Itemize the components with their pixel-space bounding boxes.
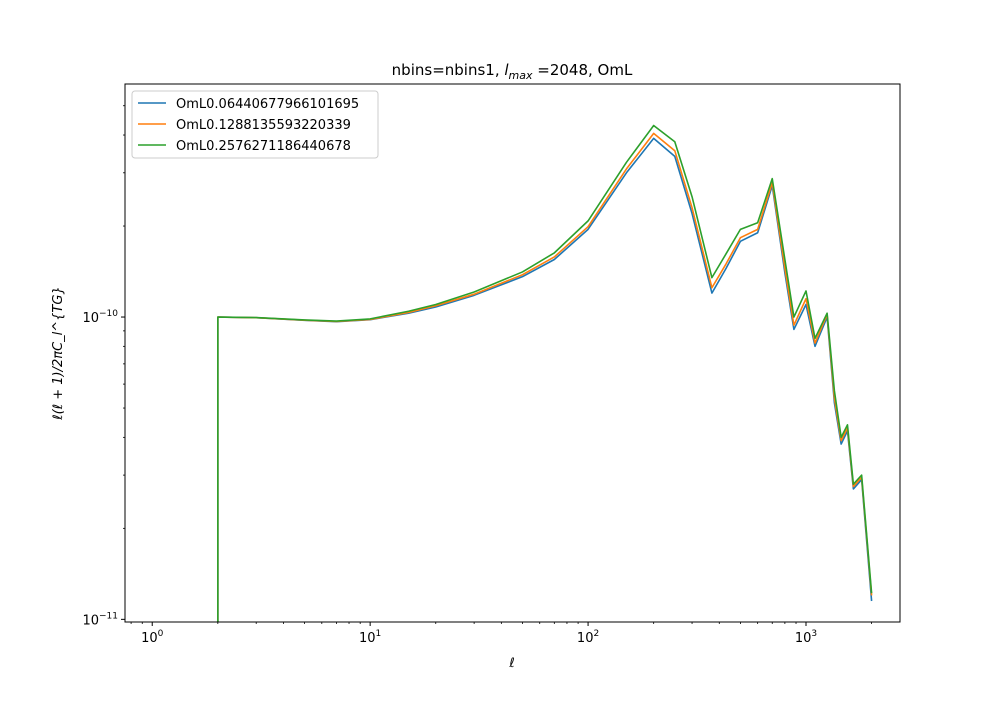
x-tick-label: 101 [359,629,381,646]
x-tick-label: 102 [577,629,599,646]
series-line-2 [217,132,873,622]
x-axis-label: ℓ [508,656,514,671]
plot-area [217,124,873,622]
title-prefix: nbins=nbins1, [392,61,505,79]
chart-title: nbins=nbins1, lmax =2048, OmL [392,61,633,82]
legend-label-1: OmL0.06440677966101695 [176,97,359,112]
title-lmax-subscript: max [509,69,533,82]
legend: OmL0.06440677966101695 OmL0.1288135593220… [131,90,379,159]
x-tick-label: 100 [141,629,164,646]
y-tick-label: 10−10 [82,309,118,326]
y-axis-label: ℓ(ℓ + 1)/2πC_l^{TG} [51,286,66,420]
series-line-1 [217,137,873,622]
axes: 100 101 102 103 10−11 10−10 [82,105,872,646]
legend-label-2: OmL0.1288135593220339 [176,118,351,133]
plot-frame [124,83,901,623]
x-tick-label: 103 [795,629,817,646]
legend-label-3: OmL0.2576271186440678 [176,139,351,154]
title-suffix: =2048, OmL [533,61,633,79]
series-line-3 [217,124,873,622]
title-lmax-symbol: l [504,61,509,79]
y-tick-label: 10−11 [82,611,118,628]
legend-box [131,90,379,159]
